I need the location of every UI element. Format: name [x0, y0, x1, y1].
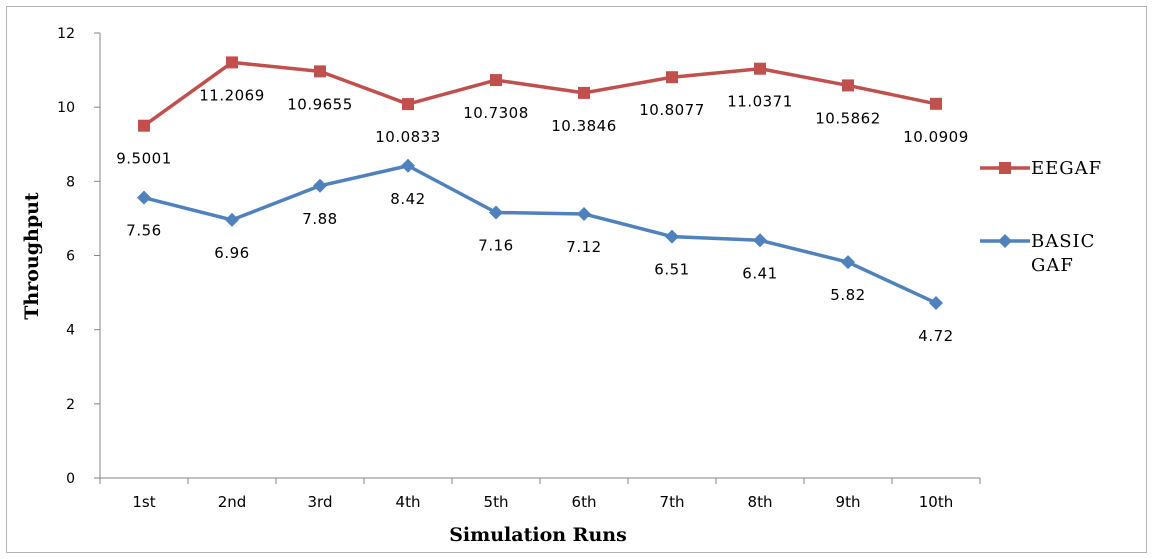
y-tick-label: 6 — [66, 249, 75, 265]
data-point — [226, 56, 238, 69]
legend-marker — [998, 234, 1012, 248]
data-label: 4.72 — [918, 327, 953, 345]
y-tick-label: 4 — [66, 323, 75, 339]
x-tick-label: 7th — [660, 493, 685, 511]
y-axis-title: Throughput — [21, 192, 43, 320]
series-eegaf — [138, 56, 942, 132]
x-tick-label: 8th — [748, 493, 773, 511]
y-tick-label: 2 — [66, 397, 75, 413]
x-tick-label: 2nd — [218, 493, 247, 511]
x-tick-label: 4th — [396, 493, 421, 511]
data-point — [841, 255, 855, 270]
data-label: 10.0833 — [375, 128, 441, 146]
data-label: 5.82 — [830, 286, 865, 304]
series-basic-gaf — [137, 158, 943, 310]
legend-label: EEGAF — [1031, 158, 1102, 179]
series-line — [142, 60, 937, 128]
data-labels: 9.5001 11.2069 10.9655 10.0833 10.7308 10.384… — [116, 86, 969, 345]
data-label: 6.96 — [214, 244, 249, 262]
data-label: 10.3846 — [551, 117, 617, 135]
x-tick-label: 5th — [484, 493, 509, 511]
series-layer — [137, 56, 943, 310]
data-point — [842, 79, 854, 92]
x-tick-label: 1st — [132, 493, 155, 511]
data-label: 6.41 — [742, 264, 777, 282]
data-label: 11.2069 — [199, 86, 265, 104]
data-point — [314, 65, 326, 78]
y-tick-labels: 0 2 4 6 8 10 12 — [57, 26, 75, 487]
legend-marker — [999, 162, 1011, 174]
data-label: 7.56 — [126, 222, 161, 240]
axes — [94, 32, 981, 484]
y-tick-label: 12 — [57, 26, 75, 42]
data-label: 8.42 — [390, 190, 425, 208]
data-label: 11.0371 — [727, 93, 793, 111]
data-point — [666, 71, 678, 84]
data-point — [754, 62, 766, 75]
y-tick-label: 10 — [57, 100, 75, 116]
series-line — [143, 164, 937, 305]
data-label: 7.88 — [302, 210, 337, 228]
x-tick-label: 9th — [836, 493, 861, 511]
data-label: 7.16 — [478, 236, 513, 254]
data-label: 10.7308 — [463, 104, 529, 122]
data-point — [138, 119, 150, 132]
data-label: 7.12 — [566, 238, 601, 256]
chart-frame — [6, 6, 1147, 553]
data-point — [402, 98, 414, 111]
data-point — [753, 233, 767, 248]
data-point — [930, 97, 942, 110]
x-tick-labels: 1st 2nd 3rd 4th 5th 6th 7th 8th 9th 10th — [132, 493, 953, 511]
y-tick-label: 0 — [66, 471, 75, 487]
data-label: 10.9655 — [287, 95, 353, 113]
x-tick-label: 3rd — [308, 493, 333, 511]
data-label: 10.0909 — [903, 128, 969, 146]
data-point — [225, 212, 239, 227]
data-point — [929, 295, 943, 310]
data-point — [401, 158, 415, 173]
data-point — [577, 206, 591, 221]
data-label: 10.8077 — [639, 101, 705, 119]
legend-label: GAF — [1031, 255, 1074, 276]
data-point — [489, 205, 503, 220]
data-point — [313, 178, 327, 193]
data-label: 10.5862 — [815, 109, 881, 127]
legend-label: BASIC — [1031, 231, 1095, 252]
data-point — [665, 229, 679, 244]
data-point — [490, 74, 502, 87]
y-tick-label: 8 — [66, 174, 75, 190]
x-tick-label: 6th — [572, 493, 597, 511]
data-point — [137, 190, 151, 205]
data-label: 9.5001 — [116, 150, 172, 168]
x-axis-title: Simulation Runs — [449, 524, 627, 546]
legend: EEGAF BASIC GAF — [980, 158, 1102, 276]
data-point — [578, 86, 590, 99]
x-tick-label: 10th — [919, 493, 953, 511]
data-label: 6.51 — [654, 261, 689, 279]
